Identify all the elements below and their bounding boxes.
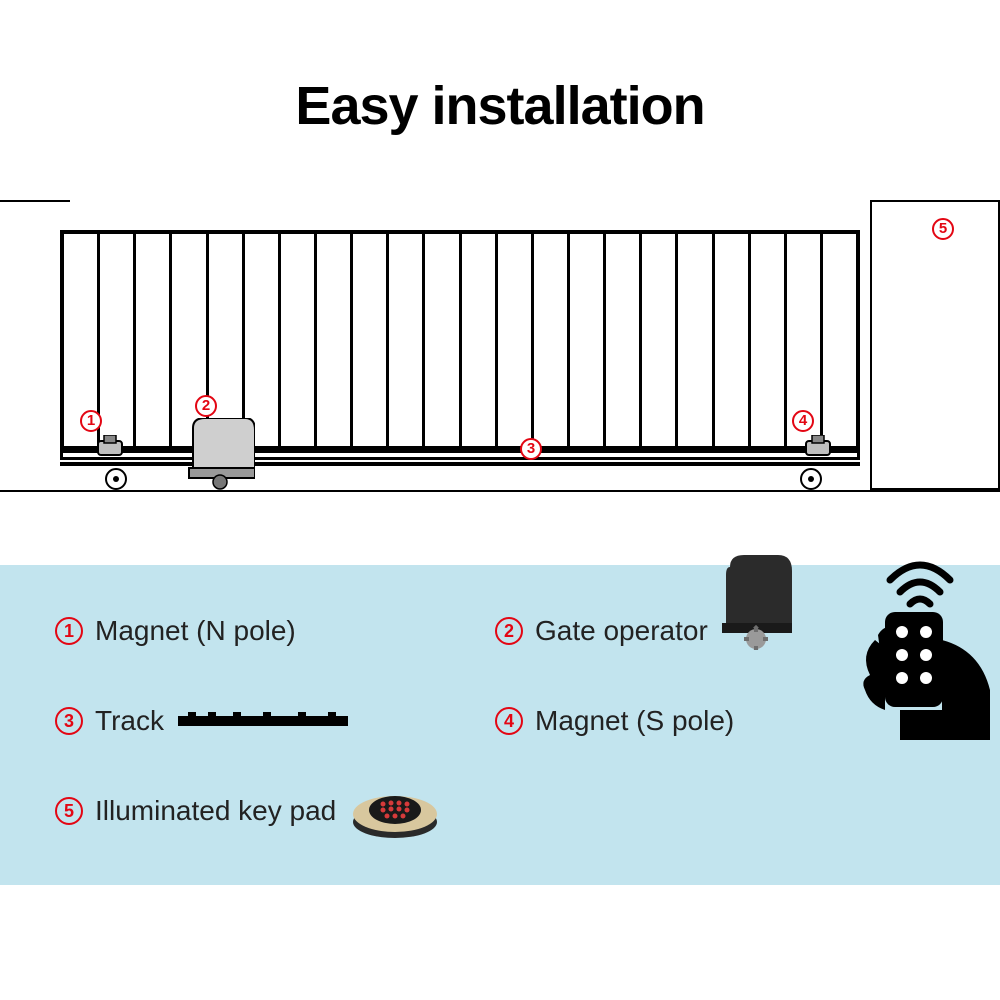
legend-row: 5 Illuminated key pad — [55, 785, 945, 837]
gate-bar — [462, 234, 498, 446]
legend-row: 1 Magnet (N pole) 2 Gate operator — [55, 605, 945, 657]
gate-bar — [823, 234, 856, 446]
legend-item-1: 1 Magnet (N pole) — [55, 615, 495, 647]
gate-bar — [209, 234, 245, 446]
gate-bar — [570, 234, 606, 446]
legend-number: 4 — [495, 707, 523, 735]
gate-bar — [389, 234, 425, 446]
callout-2: 2 — [195, 395, 217, 417]
legend-row: 3 Track 4 Magnet (S pole) — [55, 695, 945, 747]
gate-bar — [136, 234, 172, 446]
legend-number: 5 — [55, 797, 83, 825]
gate-bar — [678, 234, 714, 446]
legend-label: Illuminated key pad — [95, 795, 336, 827]
legend-label: Magnet (N pole) — [95, 615, 296, 647]
gate-bar — [715, 234, 751, 446]
gate-bar — [498, 234, 534, 446]
track — [60, 462, 860, 466]
gate-bar — [642, 234, 678, 446]
gate-bar — [317, 234, 353, 446]
legend-label: Magnet (S pole) — [535, 705, 734, 737]
legend-label: Track — [95, 705, 164, 737]
callout-3: 3 — [520, 438, 542, 460]
legend-label: Gate operator — [535, 615, 708, 647]
gate-bar — [606, 234, 642, 446]
remote-hand-icon — [830, 540, 1000, 740]
gate-bar — [281, 234, 317, 446]
page-title: Easy installation — [0, 75, 1000, 137]
gate-wheel — [800, 468, 822, 490]
callout-4: 4 — [792, 410, 814, 432]
gate-bar — [353, 234, 389, 446]
legend-number: 2 — [495, 617, 523, 645]
track-icon — [178, 716, 348, 726]
keypad-icon — [350, 784, 440, 839]
gate-bar — [245, 234, 281, 446]
callout-5: 5 — [932, 218, 954, 240]
gate-bar — [425, 234, 461, 446]
legend-number: 1 — [55, 617, 83, 645]
magnet-n — [92, 435, 128, 461]
ground-line — [0, 490, 1000, 492]
gate-bar — [100, 234, 136, 446]
wall-segment-left — [0, 200, 70, 202]
legend-number: 3 — [55, 707, 83, 735]
sliding-gate — [60, 230, 860, 450]
gate-wheel — [105, 468, 127, 490]
gate-operator-icon — [720, 555, 792, 650]
gate-bottom-rail — [60, 450, 860, 460]
gate-operator — [185, 418, 255, 490]
gate-bar — [534, 234, 570, 446]
installation-diagram: 1 2 3 4 5 — [0, 200, 1000, 530]
callout-1: 1 — [80, 410, 102, 432]
gate-bar — [751, 234, 787, 446]
magnet-s — [800, 435, 836, 461]
legend-item-5: 5 Illuminated key pad — [55, 784, 655, 839]
pillar-right — [870, 200, 1000, 490]
legend-item-3: 3 Track — [55, 705, 495, 737]
